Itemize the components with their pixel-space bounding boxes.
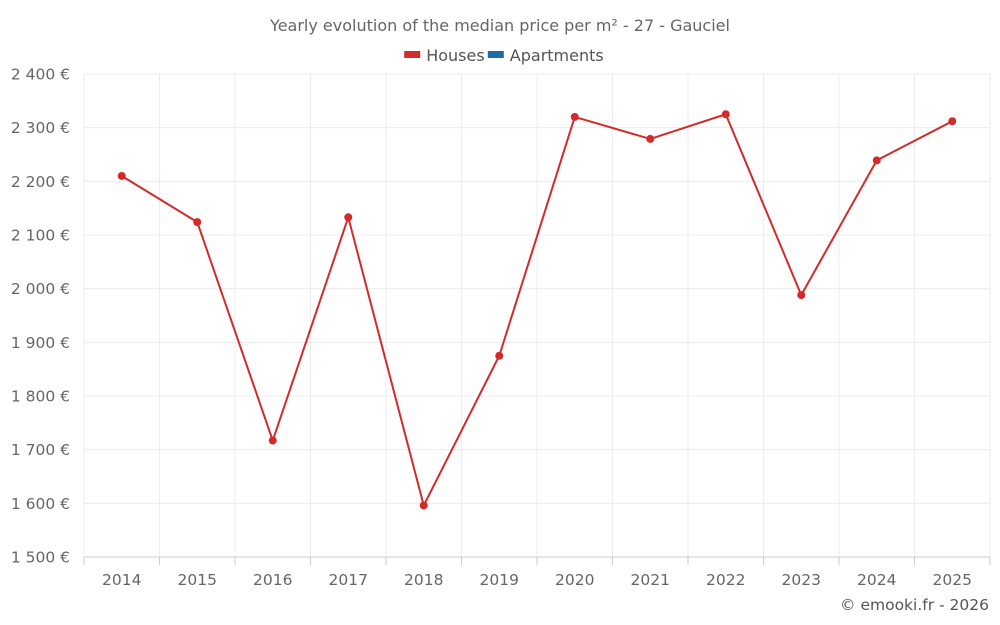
legend-label-apartments: Apartments xyxy=(510,46,604,65)
y-tick-label: 1 600 € xyxy=(11,495,70,513)
legend-swatch-houses xyxy=(404,51,421,58)
y-tick-label: 2 300 € xyxy=(11,119,70,137)
data-point xyxy=(570,112,579,121)
credit-text: © emooki.fr - 2026 xyxy=(840,596,989,614)
x-tick-label: 2023 xyxy=(782,571,821,589)
legend-swatch-apartments xyxy=(487,51,504,58)
data-point xyxy=(193,218,202,227)
x-tick-label: 2016 xyxy=(253,571,292,589)
x-axis: 2014 2015 2016 2017 2018 2019 2020 2021 2022 2023… xyxy=(83,556,991,589)
series-line-houses xyxy=(121,113,953,507)
y-tick-label: 1 500 € xyxy=(11,549,70,567)
data-point xyxy=(872,156,881,165)
data-point xyxy=(797,291,806,300)
y-axis: 1 500 € 1 600 € 1 700 € 1 800 € 1 900 € 2 000… xyxy=(11,66,70,567)
x-tick-label: 2020 xyxy=(555,571,594,589)
y-tick-label: 1 900 € xyxy=(11,334,70,352)
legend-label-houses: Houses xyxy=(426,46,484,65)
y-tick-label: 1 700 € xyxy=(11,441,70,459)
x-tick-label: 2019 xyxy=(480,571,519,589)
x-tick-label: 2015 xyxy=(178,571,217,589)
y-tick-label: 2 000 € xyxy=(11,280,70,298)
data-point xyxy=(268,436,277,445)
x-tick-label: 2021 xyxy=(631,571,670,589)
x-tick-label: 2014 xyxy=(102,571,141,589)
y-tick-label: 2 200 € xyxy=(11,173,70,191)
x-tick-label: 2025 xyxy=(933,571,972,589)
data-point xyxy=(646,134,655,143)
grid xyxy=(83,73,991,557)
data-point xyxy=(117,171,126,180)
x-tick-label: 2018 xyxy=(404,571,443,589)
x-tick-label: 2022 xyxy=(706,571,745,589)
y-tick-label: 1 800 € xyxy=(11,388,70,406)
series-layer xyxy=(117,110,957,510)
data-point xyxy=(948,117,957,126)
data-point xyxy=(721,110,730,119)
data-point xyxy=(344,213,353,222)
chart-title: Yearly evolution of the median price per… xyxy=(269,16,730,35)
y-tick-label: 2 400 € xyxy=(11,66,70,84)
data-point xyxy=(495,351,504,360)
x-tick-label: 2024 xyxy=(857,571,896,589)
data-point xyxy=(419,501,428,510)
legend: Houses Apartments xyxy=(404,46,604,65)
y-tick-label: 2 100 € xyxy=(11,227,70,245)
x-tick-label: 2017 xyxy=(329,571,368,589)
